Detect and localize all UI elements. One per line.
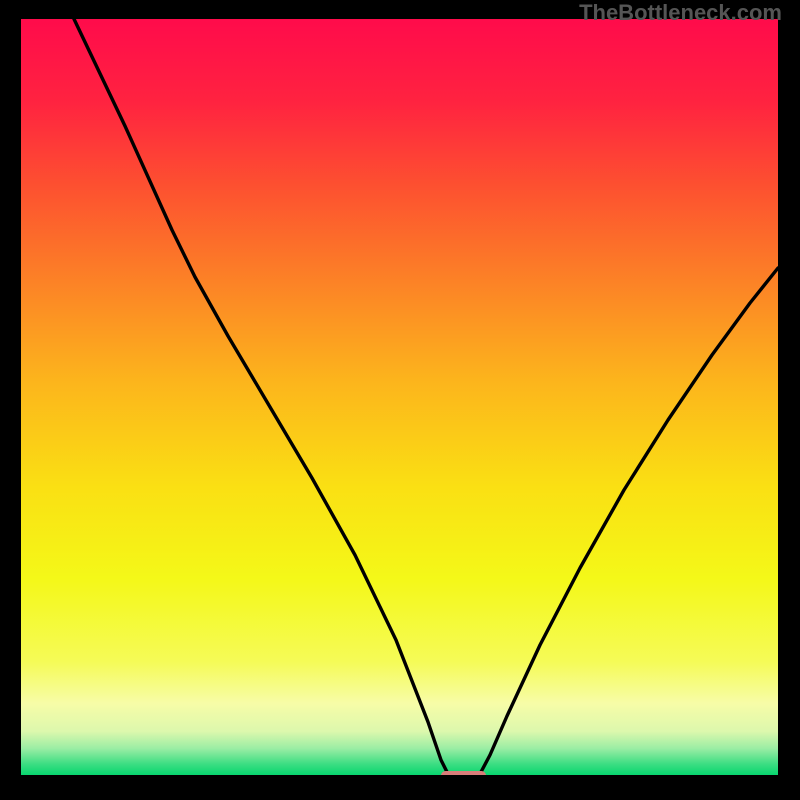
bottleneck-curve bbox=[0, 0, 800, 800]
frame-bottom bbox=[0, 775, 800, 800]
frame-right bbox=[778, 0, 800, 800]
chart-stage: TheBottleneck.com bbox=[0, 0, 800, 800]
frame-left bbox=[0, 0, 21, 800]
curve-polyline bbox=[74, 19, 778, 775]
watermark-text: TheBottleneck.com bbox=[579, 0, 782, 26]
